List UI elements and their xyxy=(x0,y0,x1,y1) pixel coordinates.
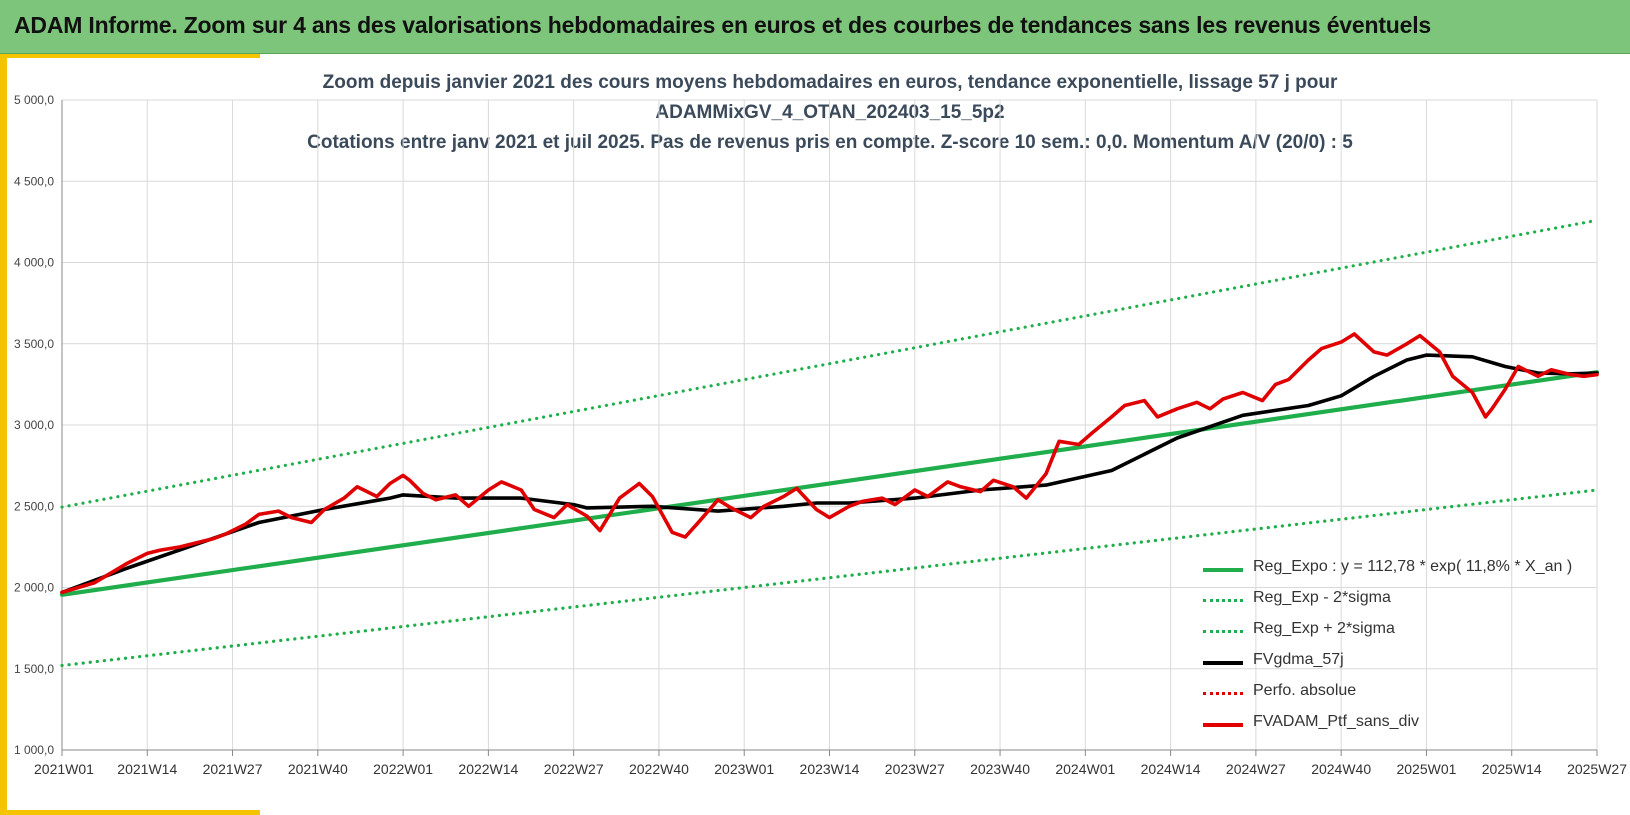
legend-label-portfolio: FVADAM_Ptf_sans_div xyxy=(1253,713,1419,730)
legend: Reg_Expo : y = 112,78 * exp( 11,8% * X_a… xyxy=(1195,555,1575,741)
legend-label-reg-expo: Reg_Expo : y = 112,78 * exp( 11,8% * X_a… xyxy=(1253,558,1573,575)
legend-item-fvgdma: FVgdma_57j xyxy=(1195,648,1575,679)
series-line-fvgdma xyxy=(60,353,1599,595)
legend-label-sigma-minus: Reg_Exp - 2*sigma xyxy=(1253,589,1391,606)
x-tick-label: 2025W27 xyxy=(1567,761,1627,777)
x-tick-label: 2023W01 xyxy=(714,761,774,777)
x-tick-label: 2023W14 xyxy=(800,761,860,777)
x-tick-label: 2022W27 xyxy=(544,761,604,777)
x-tick-label: 2025W01 xyxy=(1396,761,1456,777)
legend-label-fvgdma: FVgdma_57j xyxy=(1253,651,1344,668)
x-tick-label: 2021W14 xyxy=(117,761,177,777)
series-line-portfolio xyxy=(60,332,1599,595)
legend-swatch-fvgdma xyxy=(1203,661,1243,665)
accent-bar-top xyxy=(0,54,260,58)
y-tick-label: 4 500,0 xyxy=(14,174,54,188)
y-axis-ticks: 1 000,0 1 500,0 2 000,0 2 500,0 3 000,0 3 500… xyxy=(14,93,54,757)
legend-swatch-sigma-plus xyxy=(1203,630,1243,633)
legend-label-sigma-plus: Reg_Exp + 2*sigma xyxy=(1253,620,1395,637)
chart-title-line-1: Zoom depuis janvier 2021 des cours moyen… xyxy=(322,72,1338,93)
x-axis-ticks: 2021W01 2021W14 2021W27 2021W40 2022W01 2022W… xyxy=(34,761,1627,777)
axes xyxy=(61,100,1598,756)
legend-item-portfolio: FVADAM_Ptf_sans_div xyxy=(1195,710,1575,741)
legend-swatch-sigma-minus xyxy=(1203,599,1243,602)
x-tick-label: 2024W27 xyxy=(1226,761,1286,777)
legend-item-perfo: Perfo. absolue xyxy=(1195,679,1575,710)
accent-bar-bottom xyxy=(0,810,260,815)
legend-item-sigma-minus: Reg_Exp - 2*sigma xyxy=(1195,586,1575,617)
y-tick-label: 2 000,0 xyxy=(14,581,54,595)
series-line-sigma-plus xyxy=(60,218,1599,509)
x-tick-label: 2024W01 xyxy=(1055,761,1115,777)
x-tick-label: 2024W40 xyxy=(1311,761,1371,777)
y-tick-label: 3 500,0 xyxy=(14,337,54,351)
series-line-reg-expo xyxy=(59,370,1600,597)
y-tick-label: 4 000,0 xyxy=(14,256,54,270)
x-tick-label: 2021W01 xyxy=(34,761,94,777)
x-tick-label: 2025W14 xyxy=(1482,761,1542,777)
x-tick-label: 2022W14 xyxy=(458,761,518,777)
page-title: ADAM Informe. Zoom sur 4 ans des valoris… xyxy=(14,12,1432,38)
y-tick-label: 1 000,0 xyxy=(14,743,54,757)
legend-item-reg-expo: Reg_Expo : y = 112,78 * exp( 11,8% * X_a… xyxy=(1195,555,1575,586)
header-banner: ADAM Informe. Zoom sur 4 ans des valoris… xyxy=(0,0,1630,54)
x-tick-label: 2021W40 xyxy=(288,761,348,777)
x-tick-label: 2023W40 xyxy=(970,761,1030,777)
legend-item-sigma-plus: Reg_Exp + 2*sigma xyxy=(1195,617,1575,648)
accent-bar-left xyxy=(0,54,7,815)
legend-swatch-perfo xyxy=(1203,692,1243,695)
x-tick-label: 2022W01 xyxy=(373,761,433,777)
legend-swatch-reg-expo xyxy=(1203,568,1243,572)
legend-swatch-portfolio xyxy=(1203,723,1243,727)
x-tick-label: 2022W40 xyxy=(629,761,689,777)
x-tick-label: 2021W27 xyxy=(203,761,263,777)
x-tick-label: 2024W14 xyxy=(1141,761,1201,777)
series-lines xyxy=(59,218,1600,668)
y-tick-label: 3 000,0 xyxy=(14,418,54,432)
x-tick-label: 2023W27 xyxy=(885,761,945,777)
legend-label-perfo: Perfo. absolue xyxy=(1253,682,1357,699)
y-tick-label: 5 000,0 xyxy=(14,93,54,107)
series-line-sigma-minus xyxy=(60,488,1599,668)
y-tick-label: 2 500,0 xyxy=(14,499,54,513)
y-tick-label: 1 500,0 xyxy=(14,662,54,676)
